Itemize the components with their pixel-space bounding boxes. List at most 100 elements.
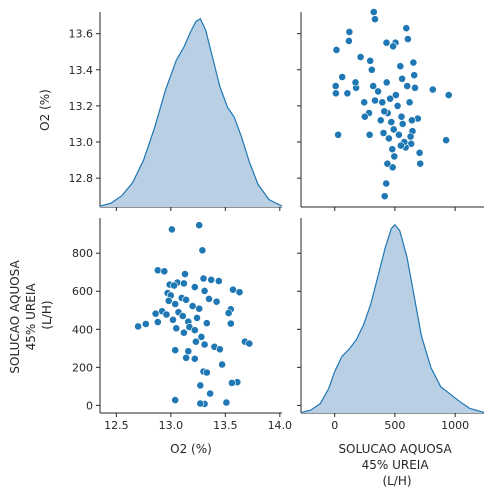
scatter-point <box>338 73 347 81</box>
scatter-point <box>384 134 393 143</box>
scatter-point <box>415 148 424 157</box>
scatter-point <box>195 304 204 313</box>
scatter-point <box>331 82 340 90</box>
scatter-point <box>374 87 382 96</box>
scatter-point <box>197 332 206 341</box>
y-tick-label: 13.6 <box>69 28 94 41</box>
scatter-point <box>196 399 205 408</box>
x-tick-label: 13.0 <box>159 419 184 432</box>
scatter-point <box>394 130 403 139</box>
scatter-point <box>378 98 387 107</box>
scatter-point <box>235 288 244 297</box>
scatter-point <box>382 179 391 188</box>
kde-solucao-line <box>300 223 485 413</box>
scatter-point <box>198 246 207 255</box>
scatter-point <box>215 345 224 354</box>
kde-o2 <box>99 17 283 207</box>
y-axis-label-solucao-line3: (L/H) <box>40 300 54 329</box>
scatter-point <box>367 65 376 74</box>
scatter-point <box>398 74 406 83</box>
y-axis-label-solucao-line1: SOLUCAO AQUOSA <box>8 259 22 373</box>
scatter-point <box>205 294 213 303</box>
scatter-point <box>396 62 405 71</box>
kde-o2-area <box>100 18 282 207</box>
scatter-point <box>188 302 197 310</box>
scatter-point <box>334 130 342 139</box>
scatter-point <box>391 91 400 99</box>
scatter-point <box>153 318 162 326</box>
scatter-point <box>380 107 389 116</box>
scatter-point <box>172 324 181 333</box>
scatter-point <box>332 46 341 54</box>
scatter-point <box>160 267 169 276</box>
scatter-point <box>182 353 190 362</box>
scatter-point <box>411 83 419 92</box>
x-tick-label: 12.5 <box>104 419 129 432</box>
y-tick-label: 0 <box>86 399 93 412</box>
scatter-point <box>202 319 211 328</box>
scatter-solucao-by-o2 <box>134 221 254 408</box>
scatter-point <box>379 129 388 137</box>
scatter-point <box>190 283 199 291</box>
scatter-point <box>214 277 223 285</box>
scatter-point <box>193 313 201 322</box>
scatter-point <box>405 98 414 107</box>
scatter-point <box>428 85 437 94</box>
scatter-point <box>396 141 405 150</box>
scatter-point <box>390 152 399 161</box>
scatter-point <box>345 27 354 36</box>
scatter-point <box>171 300 180 308</box>
kde-o2-line <box>99 17 283 207</box>
scatter-point <box>344 37 353 45</box>
x-tick-label: 1000 <box>441 419 469 432</box>
scatter-point <box>184 347 193 356</box>
scatter-point <box>407 116 416 125</box>
scatter-point <box>406 132 415 141</box>
scatter-point <box>179 279 188 288</box>
panel-o2-vs-solucao-top <box>300 8 484 208</box>
scatter-point <box>416 159 425 168</box>
panel-o2-kde <box>99 12 283 208</box>
scatter-point <box>190 326 199 335</box>
scatter-point <box>207 275 216 284</box>
x-axis-label-solucao-line1: SOLUCAO AQUOSA <box>338 442 452 456</box>
scatter-point <box>388 145 397 154</box>
scatter-point <box>356 53 365 61</box>
axis-ticks: 12.5 13.0 13.5 14.0 0 500 1000 12.8 13.0 13.2 13.4… <box>69 28 470 432</box>
y-axis-label-o2: O2 (%) <box>38 89 52 131</box>
scatter-point <box>200 286 209 295</box>
scatter-point <box>366 56 375 65</box>
scatter-point <box>179 328 188 337</box>
y-tick-label: 13.4 <box>69 64 94 77</box>
y-tick-label: 13.2 <box>69 100 94 113</box>
scatter-point <box>398 120 407 128</box>
y-axis-label-solucao-line2: 45% UREIA <box>24 283 38 351</box>
panel-solucao-kde <box>300 218 485 414</box>
scatter-point <box>360 98 369 107</box>
y-tick-label: 800 <box>72 247 93 260</box>
x-tick-label: 0 <box>331 419 338 432</box>
y-tick-label: 13.0 <box>69 136 94 149</box>
scatter-point <box>402 24 411 33</box>
scatter-point <box>195 221 204 230</box>
scatter-point <box>182 295 190 304</box>
scatter-point <box>224 309 233 317</box>
panel-solucao-vs-o2-bottom <box>99 218 282 414</box>
y-axis-label-solucao: SOLUCAO AQUOSA 45% UREIA (L/H) <box>8 256 54 373</box>
scatter-point <box>222 398 231 407</box>
scatter-point <box>410 71 419 80</box>
scatter-point <box>171 396 180 404</box>
scatter-point <box>382 78 391 87</box>
scatter-point <box>181 270 189 278</box>
x-tick-label: 13.5 <box>213 419 238 432</box>
scatter-point <box>389 42 397 51</box>
scatter-point <box>393 102 402 110</box>
x-axis-label-solucao: SOLUCAO AQUOSA 45% UREIA (L/H) <box>338 442 455 488</box>
scatter-point <box>369 82 378 90</box>
scatter-point <box>199 274 208 283</box>
scatter-point <box>343 89 352 98</box>
scatter-point <box>164 296 173 305</box>
scatter-point <box>389 125 398 134</box>
scatter-point <box>227 378 236 387</box>
